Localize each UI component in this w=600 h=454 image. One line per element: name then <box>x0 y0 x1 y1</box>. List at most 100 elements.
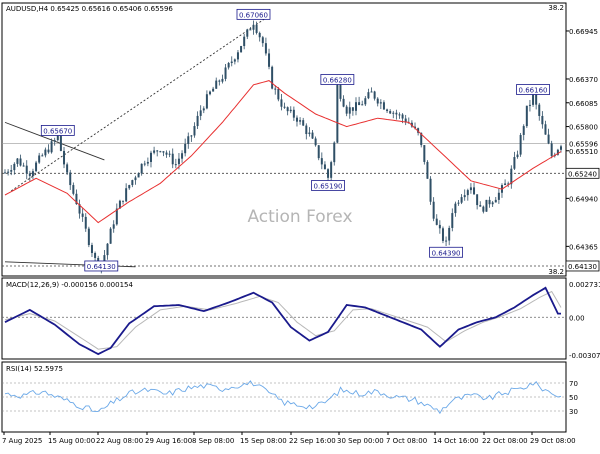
macd-signal-line <box>4 290 562 350</box>
candle-body <box>78 204 81 214</box>
candle-body <box>143 163 146 165</box>
candle-body <box>441 228 444 241</box>
candle-body <box>199 110 202 116</box>
candle-body <box>4 172 6 174</box>
candle-body <box>264 43 267 54</box>
candle-body <box>516 154 519 158</box>
candle-body <box>336 85 339 143</box>
candle-body <box>460 197 463 203</box>
candle-body <box>445 240 448 242</box>
candle-body <box>190 135 193 137</box>
candle-body <box>323 164 326 170</box>
price-y-tick-label: 0.64940 <box>569 195 598 203</box>
candle-body <box>528 104 531 106</box>
price-y-tick-label: 0.64365 <box>569 243 598 251</box>
candle-body <box>224 67 227 79</box>
annotation-label: 0.66160 <box>519 87 548 95</box>
candle-body <box>274 88 277 90</box>
candle-body <box>308 132 311 135</box>
x-tick-label: 29 Aug 16:00 <box>145 437 192 445</box>
x-tick-label: 7 Aug 2025 <box>2 437 42 445</box>
candle-body <box>379 102 382 104</box>
annotation-box <box>236 8 271 20</box>
candle-body <box>429 178 432 202</box>
macd-panel: 0.002731 0.00 -0.003077 MACD(12,26,9) -0.00… <box>2 281 600 360</box>
candle-body <box>258 32 261 38</box>
candle-body <box>525 105 528 127</box>
candle-body <box>497 192 500 200</box>
candle-body <box>131 180 134 186</box>
candle-body <box>202 108 205 111</box>
candle-body <box>510 168 513 185</box>
price-y-tick-label: 0.66945 <box>569 28 598 36</box>
candle-body <box>59 136 62 151</box>
candle-body <box>236 52 239 60</box>
candle-body <box>87 228 90 246</box>
candle-body <box>482 206 485 212</box>
annotation-box <box>320 74 355 85</box>
candle-body <box>532 94 535 105</box>
candle-body <box>41 155 44 157</box>
candle-body <box>398 114 401 116</box>
candle-body <box>314 138 317 146</box>
candle-body <box>320 158 323 165</box>
candle-body <box>53 140 56 142</box>
candle-body <box>227 62 230 68</box>
annotation-label: 0.64130 <box>87 263 116 271</box>
macd-line <box>4 286 561 356</box>
x-axis: 7 Aug 2025 15 Aug 00:00 22 Aug 08:00 29 Aug… <box>2 432 576 445</box>
candle-body <box>106 243 109 256</box>
candle-body <box>305 125 308 135</box>
candle-body <box>31 171 34 176</box>
watermark: Action Forex <box>247 207 352 227</box>
candle-body <box>72 185 75 194</box>
candle-body <box>94 253 97 258</box>
annotation-label: 0.65190 <box>314 182 343 190</box>
candle-body <box>463 195 466 198</box>
candle-body <box>414 126 417 129</box>
candle-body <box>479 205 482 207</box>
candle-body <box>10 170 13 172</box>
candle-body <box>317 145 320 159</box>
candle-body <box>162 151 165 153</box>
candle-body <box>218 80 221 82</box>
candle-body <box>13 163 16 171</box>
candle-body <box>299 120 302 122</box>
candle-body <box>286 107 289 112</box>
rsi-header: RSI(14) 52.5975 <box>6 365 63 373</box>
price-top-right-value: 38.2 <box>548 4 564 12</box>
candle-body <box>50 141 53 153</box>
candle-body <box>373 91 376 99</box>
x-tick-label: 8 Sep 08:00 <box>192 437 234 445</box>
candle-body <box>25 165 28 174</box>
candle-body <box>295 117 298 122</box>
rsi-line <box>4 380 562 415</box>
candle-body <box>243 36 246 47</box>
candle-body <box>417 128 420 133</box>
candle-body <box>19 158 22 166</box>
candle-body <box>560 146 562 150</box>
candle-body <box>535 94 538 105</box>
candle-body <box>261 37 264 44</box>
price-level-box <box>565 260 600 272</box>
candle-body <box>488 199 491 205</box>
annotation-label: 0.64390 <box>432 249 461 257</box>
candle-body <box>134 177 137 181</box>
candle-body <box>423 145 426 162</box>
candle-body <box>16 158 19 164</box>
candle-body <box>22 165 25 167</box>
price-y-tick-label: 0.65510 <box>569 148 598 156</box>
candle-body <box>240 46 243 53</box>
candle-body <box>289 109 292 112</box>
candle-body <box>333 142 336 163</box>
candle-body <box>159 151 162 153</box>
candle-body <box>435 218 438 225</box>
candle-body <box>47 149 50 153</box>
candle-body <box>212 88 215 92</box>
candle-body <box>370 91 373 93</box>
candle-body <box>351 107 354 111</box>
candle-body <box>491 202 494 205</box>
candle-body <box>354 102 357 111</box>
candle-body <box>519 134 522 155</box>
